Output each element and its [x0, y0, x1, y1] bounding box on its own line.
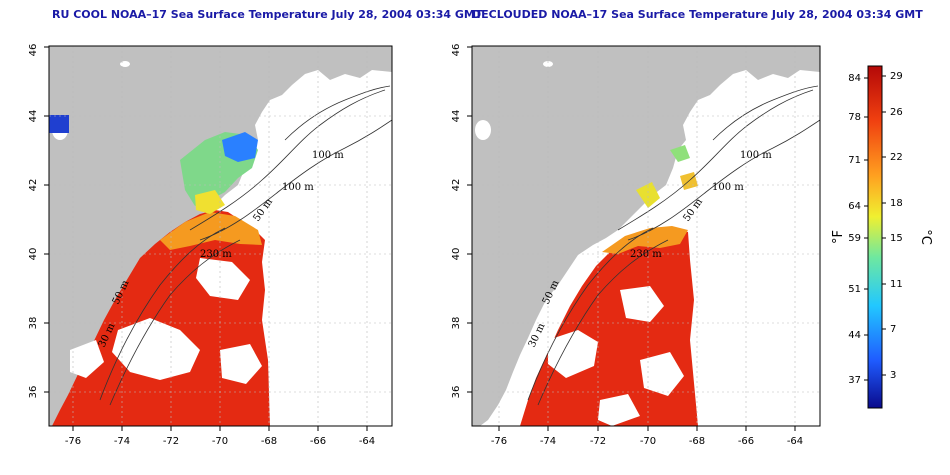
y-tick-label: 42	[28, 179, 39, 192]
y-tick-label: 46	[28, 44, 39, 57]
left-panel-title: RU COOL NOAA–17 Sea Surface Temperature …	[52, 8, 483, 21]
colorbar-f-tick: 51	[848, 284, 861, 295]
contour-label: 100 m	[712, 182, 744, 193]
contour-label: 230 m	[200, 249, 232, 260]
contour-label: 230 m	[630, 249, 662, 260]
colorbar-c-tick: 11	[890, 279, 903, 290]
right-land	[472, 46, 820, 426]
colorbar-f-tick: 64	[848, 201, 861, 212]
colorbar-f-tick: 59	[848, 233, 861, 244]
x-tick-label: -72	[163, 436, 179, 447]
left-land	[49, 46, 392, 426]
temperature-colorbar: 84 78 71 64 59 51 44 37 29 26 22 18 15 1…	[831, 65, 933, 409]
colorbar-c-tick: 18	[890, 198, 903, 209]
x-tick-label: -74	[540, 436, 556, 447]
colorbar-f-tick: 84	[848, 73, 861, 84]
contour-label: 100 m	[740, 150, 772, 161]
colorbar-c-tick: 22	[890, 152, 903, 163]
x-tick-label: -68	[689, 436, 705, 447]
x-tick-label: -64	[787, 436, 803, 447]
fahrenheit-unit-label: °F	[831, 230, 846, 244]
x-tick-label: -66	[310, 436, 326, 447]
x-tick-label: -76	[65, 436, 81, 447]
colorbar-c-tick: 3	[890, 370, 896, 381]
x-tick-label: -76	[491, 436, 507, 447]
y-tick-label: 46	[451, 44, 462, 57]
y-tick-label: 40	[28, 248, 39, 261]
colorbar-c-tick: 26	[890, 107, 903, 118]
left-map-panel: 100 m 100 m 50 m 230 m 50 m 30 m -76 -74…	[28, 44, 393, 447]
colorbar-c-tick: 7	[890, 324, 896, 335]
colorbar-c-tick: 15	[890, 233, 903, 244]
x-tick-label: -70	[212, 436, 228, 447]
colorbar-f-tick: 37	[848, 375, 861, 386]
contour-label: 100 m	[282, 182, 314, 193]
colorbar-f-tick: 44	[848, 330, 861, 341]
y-tick-label: 40	[451, 248, 462, 261]
x-tick-label: -66	[738, 436, 754, 447]
x-tick-label: -68	[261, 436, 277, 447]
y-tick-label: 44	[451, 110, 462, 123]
right-panel-title: DECLOUDED NOAA–17 Sea Surface Temperatur…	[472, 8, 923, 21]
colorbar-f-tick: 78	[848, 112, 861, 123]
x-tick-label: -64	[359, 436, 375, 447]
x-tick-label: -70	[640, 436, 656, 447]
y-tick-label: 44	[28, 110, 39, 123]
celsius-unit-label: °C	[918, 229, 933, 245]
y-tick-label: 38	[451, 317, 462, 330]
colorbar-c-tick: 29	[890, 71, 903, 82]
x-tick-label: -74	[114, 436, 130, 447]
contour-label: 100 m	[312, 150, 344, 161]
x-tick-label: -72	[590, 436, 606, 447]
y-tick-label: 36	[451, 386, 462, 399]
left-cold-patch	[49, 115, 69, 133]
y-tick-label: 42	[451, 179, 462, 192]
colorbar-f-tick: 71	[848, 155, 861, 166]
right-map-panel: 100 m 100 m 50 m 230 m 50 m 30 m -76 -74…	[451, 44, 821, 447]
y-tick-label: 38	[28, 317, 39, 330]
y-tick-label: 36	[28, 386, 39, 399]
